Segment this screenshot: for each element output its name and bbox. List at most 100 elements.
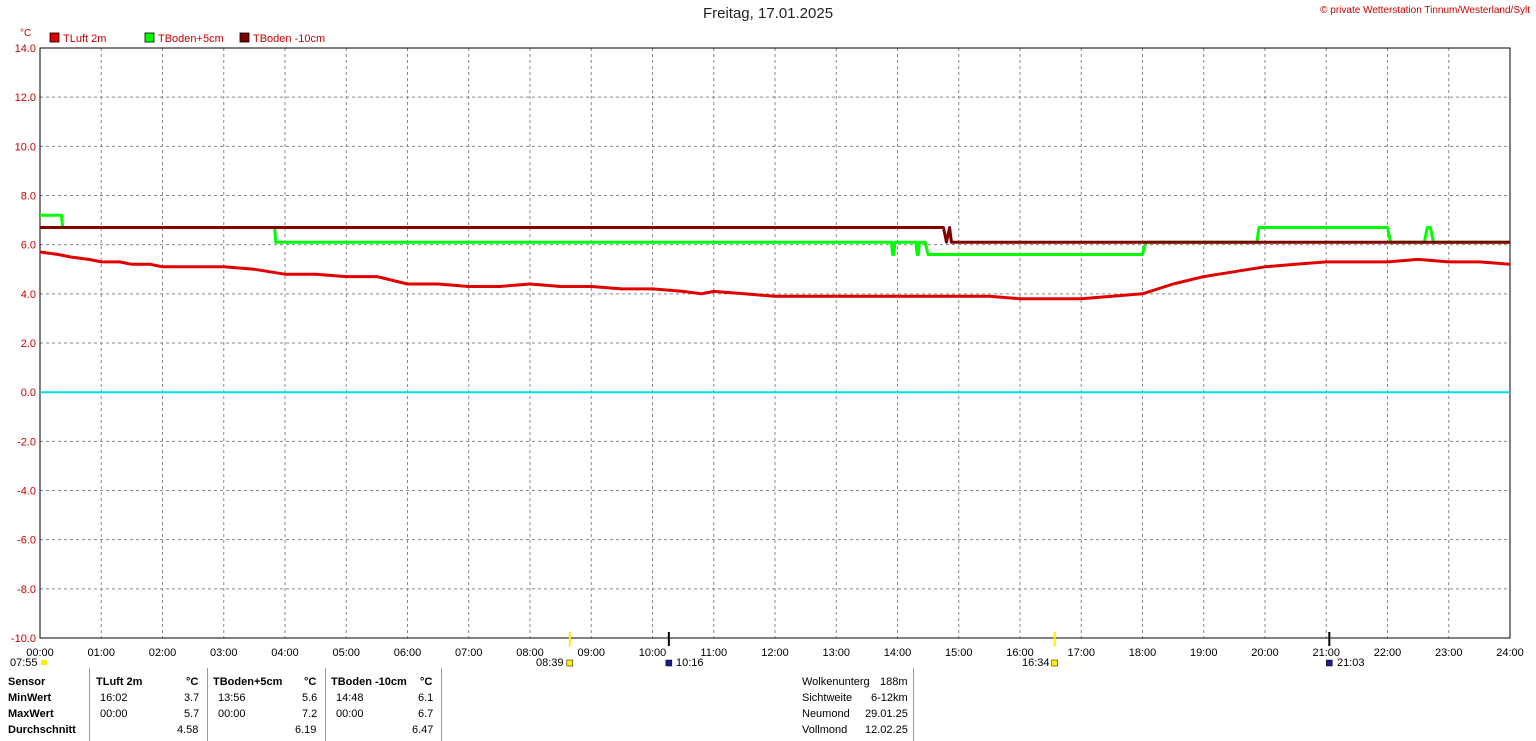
copyright-note: © private Wetterstation Tinnum/Westerlan…	[1320, 5, 1530, 16]
y-tick-label: 10.0	[15, 141, 36, 153]
page-title: Freitag, 17.01.2025	[702, 5, 834, 22]
x-tick-label: 08:00	[516, 647, 544, 659]
legend-label-tboden10: TBoden -10cm	[253, 33, 325, 45]
x-tick-label: 12:00	[761, 647, 789, 659]
x-tick-label: 00:00	[26, 647, 54, 659]
legend-swatch-tboden10	[239, 32, 250, 43]
series-layer	[39, 213, 1511, 394]
x-tick-label: 13:00	[822, 647, 850, 659]
tboden5-min: 5.6	[302, 692, 318, 704]
tluft-max-time: 00:00	[100, 708, 128, 720]
x-tick-labels: 00:00 01:00 02:00 03:00 04:00 05:00 06:00 07:00…	[26, 647, 1524, 659]
x-tick-label: 07:00	[455, 647, 483, 659]
y-tick-label: 2.0	[21, 338, 36, 350]
y-tick-label: -4.0	[17, 486, 36, 498]
y-tick-label: -2.0	[17, 436, 36, 448]
tboden5-max: 7.2	[302, 708, 318, 720]
tluft-unit: °C	[186, 676, 199, 688]
info-value-newmoon: 29.01.25	[865, 708, 908, 720]
sunrise-marker	[41, 660, 47, 665]
stats-table: Sensor MinWert MaxWert Durchschnitt TLuf…	[0, 668, 1536, 741]
row-label-avg: Durchschnitt	[8, 724, 76, 736]
tluft-max: 5.7	[184, 708, 200, 720]
tboden5-header: TBoden+5cm	[213, 676, 283, 688]
x-tick-label: 17:00	[1067, 647, 1095, 659]
x-tick-label: 11:00	[700, 647, 727, 659]
row-label-sensor: Sensor	[8, 676, 46, 688]
y-tick-label: 6.0	[21, 240, 36, 252]
event-label-1: 08:39	[536, 657, 564, 669]
tboden10-max: 6.7	[418, 708, 434, 720]
x-tick-label: 09:00	[577, 647, 605, 659]
legend: TLuft 2m TBoden+5cm TBoden -10cm	[49, 32, 325, 45]
x-tick-label: 22:00	[1374, 647, 1402, 659]
event-markers	[41, 632, 1333, 667]
tboden10-min: 6.1	[418, 692, 434, 704]
event-label-3: 16:34	[1022, 657, 1050, 669]
series-tboden-10cm	[40, 226, 1510, 244]
x-tick-label: 04:00	[271, 647, 299, 659]
tboden10-min-time: 14:48	[336, 692, 364, 704]
info-value-fullmoon: 12.02.25	[865, 724, 908, 736]
tboden10-unit: °C	[420, 676, 433, 688]
legend-label-tluft: TLuft 2m	[63, 33, 106, 45]
y-tick-label: -8.0	[17, 584, 36, 596]
x-tick-label: 21:00	[1312, 647, 1340, 659]
y-tick-label: 4.0	[21, 289, 36, 301]
tboden10-max-time: 00:00	[336, 708, 364, 720]
x-tick-label: 02:00	[149, 647, 177, 659]
event-label-2: 10:16	[676, 657, 704, 669]
y-tick-label: 14.0	[15, 43, 36, 55]
moon-marker-icon	[1326, 659, 1333, 667]
legend-swatch-tboden5	[144, 32, 155, 43]
info-label-cloudbase: Wolkenunterg	[802, 676, 870, 688]
info-value-cloudbase: 188m	[880, 676, 908, 688]
info-label-newmoon: Neumond	[802, 708, 850, 720]
info-label-visibility: Sichtweite	[802, 692, 853, 704]
y-tick-label: -6.0	[17, 535, 36, 547]
temperature-chart: 14.0 12.0 10.0 8.0 6.0 4.0 2.0 0.0 -2.0 -4.0 -6.0 -…	[11, 28, 1524, 667]
x-tick-label: 06:00	[394, 647, 422, 659]
x-tick-label: 23:00	[1435, 647, 1463, 659]
x-tick-label: 05:00	[332, 647, 360, 659]
row-label-min: MinWert	[8, 692, 52, 704]
x-tick-label: 16:00	[1006, 647, 1034, 659]
x-tick-label: 01:00	[87, 647, 115, 659]
tluft-avg: 4.58	[177, 724, 199, 736]
tboden10-header: TBoden -10cm	[331, 676, 407, 688]
tboden5-avg: 6.19	[295, 724, 317, 736]
sun-marker-icon	[1051, 659, 1058, 667]
event-label-4: 21:03	[1337, 657, 1365, 669]
y-tick-labels: 14.0 12.0 10.0 8.0 6.0 4.0 2.0 0.0 -2.0 -4.0 -6.0 -…	[11, 43, 36, 645]
legend-swatch-tluft	[49, 32, 60, 43]
row-label-max: MaxWert	[8, 708, 54, 720]
y-tick-label: 0.0	[21, 387, 36, 399]
tboden10-avg: 6.47	[412, 724, 434, 736]
tboden5-max-time: 00:00	[218, 708, 246, 720]
tluft-min: 3.7	[184, 692, 200, 704]
info-label-fullmoon: Vollmond	[802, 724, 848, 736]
info-value-visibility: 6-12km	[871, 692, 908, 704]
series-tluft-2m	[39, 250, 1511, 301]
x-tick-label: 19:00	[1190, 647, 1218, 659]
x-tick-label: 20:00	[1251, 647, 1279, 659]
moon-marker-icon	[665, 659, 673, 667]
event-label-sunrise: 07:55	[10, 657, 38, 669]
legend-label-tboden5: TBoden+5cm	[158, 33, 224, 45]
y-tick-label: 8.0	[21, 191, 36, 203]
x-tick-label: 03:00	[210, 647, 238, 659]
x-tick-label: 10:00	[639, 647, 667, 659]
x-tick-label: 14:00	[884, 647, 912, 659]
y-tick-label: -10.0	[11, 633, 36, 645]
x-tick-label: 15:00	[945, 647, 973, 659]
tboden5-unit: °C	[304, 676, 317, 688]
grid-layer	[40, 48, 1510, 638]
sun-marker-icon	[566, 659, 574, 667]
tluft-min-time: 16:02	[100, 692, 128, 704]
x-tick-label: 24:00	[1496, 647, 1524, 659]
y-tick-label: 12.0	[15, 92, 36, 104]
tboden5-min-time: 13:56	[218, 692, 246, 704]
x-tick-label: 18:00	[1129, 647, 1157, 659]
y-unit-label: °C	[20, 28, 31, 39]
plot-frame	[39, 47, 1511, 639]
